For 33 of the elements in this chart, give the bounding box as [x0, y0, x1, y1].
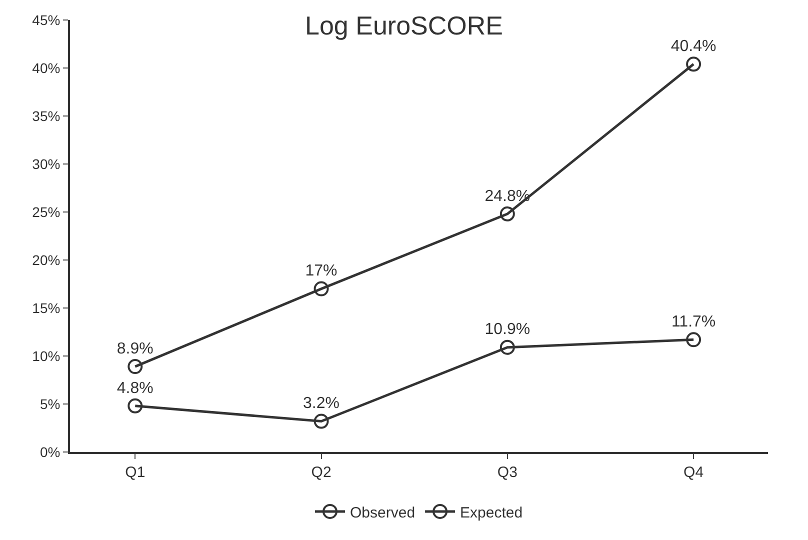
data-label: 24.8% — [484, 188, 530, 205]
chart-title: Log EuroSCORE — [305, 10, 503, 40]
legend-label: Observed — [350, 504, 416, 522]
y-tick-label: 30% — [32, 156, 60, 172]
point — [128, 398, 143, 414]
point — [686, 332, 702, 348]
data-label: 8.9% — [116, 340, 154, 358]
data-label: 17% — [305, 262, 338, 280]
x-tick-label: Q3 — [497, 464, 518, 481]
y-tick-label: 25% — [32, 204, 60, 220]
legend-label: Expected — [460, 504, 523, 522]
point — [128, 359, 143, 374]
x-tick-label: Q2 — [311, 464, 332, 481]
y-tick-label: 10% — [32, 348, 60, 364]
data-label: 3.2% — [303, 395, 340, 412]
point — [500, 206, 515, 222]
point — [314, 414, 329, 429]
point — [314, 281, 329, 296]
data-label: 4.8% — [116, 380, 154, 397]
y-tick-label: 40% — [32, 60, 60, 76]
y-tick-label: 0% — [40, 444, 60, 460]
data-label: 11.7% — [671, 314, 716, 331]
point — [500, 340, 515, 355]
point — [686, 56, 702, 72]
data-label: 40.4% — [670, 38, 716, 56]
x-tick-label: Q1 — [125, 464, 146, 481]
y-tick-label: 5% — [40, 396, 60, 412]
y-tick-label: 15% — [32, 300, 60, 316]
y-tick-label: 35% — [32, 108, 60, 124]
x-tick-label: Q4 — [684, 464, 704, 481]
y-tick-label: 45% — [32, 12, 60, 28]
data-label: 10.9% — [484, 321, 530, 338]
y-tick-label: 20% — [32, 252, 60, 268]
